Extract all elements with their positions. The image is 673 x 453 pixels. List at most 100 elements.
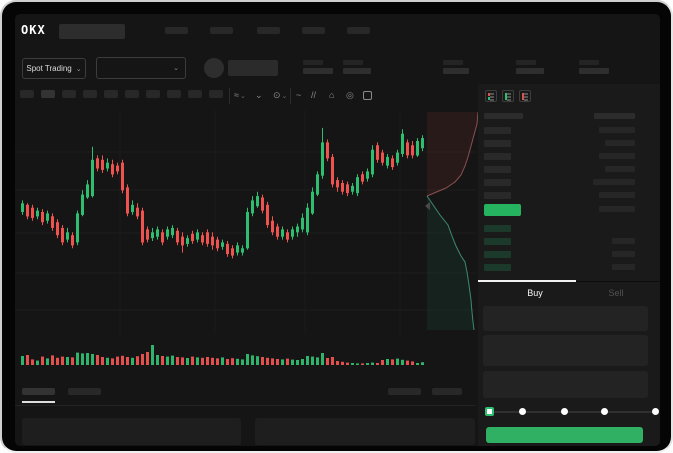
volume-bar: [31, 359, 34, 365]
candle-body: [336, 180, 339, 188]
candle-body: [241, 248, 244, 253]
dropdown-tool-icon[interactable]: ⌄: [255, 90, 263, 100]
candle-body: [201, 235, 204, 243]
bottom-tab-active[interactable]: [22, 388, 55, 395]
candle-body: [356, 177, 359, 194]
market-type-dropdown[interactable]: Spot Trading ⌄: [22, 58, 86, 79]
volume-bar: [216, 358, 219, 365]
circle-tool-icon[interactable]: ◎: [346, 90, 354, 100]
buy-submit-button[interactable]: [486, 427, 643, 443]
candle-body: [191, 233, 194, 242]
orderbook-combined-view-icon[interactable]: [485, 90, 497, 102]
amount-slider[interactable]: [488, 411, 658, 413]
timeframe-button[interactable]: [62, 90, 76, 98]
ask-row[interactable]: [478, 137, 660, 150]
candle-body: [171, 227, 174, 236]
ask-row[interactable]: [478, 150, 660, 163]
volume-bar: [101, 357, 104, 365]
candle-body: [281, 229, 284, 237]
candlestick-chart[interactable]: [15, 14, 660, 446]
volume-bar: [131, 357, 134, 365]
slider-stop[interactable]: [518, 408, 526, 415]
timeframe-button[interactable]: [167, 90, 181, 98]
nav-item-placeholder[interactable]: [165, 27, 188, 34]
indicator-tool-icon[interactable]: ≈⌄: [234, 90, 246, 100]
bottom-control-placeholder[interactable]: [388, 388, 421, 395]
candle-body: [416, 141, 419, 156]
timeframe-button[interactable]: [209, 90, 223, 98]
ask-row[interactable]: [478, 189, 660, 202]
ask-row[interactable]: [478, 124, 660, 137]
candle-body: [266, 204, 269, 226]
candle-body: [41, 212, 44, 223]
candle-body: [56, 222, 59, 236]
candle-body: [96, 158, 99, 169]
price-field[interactable]: [483, 306, 648, 331]
wave-tool-icon[interactable]: ~: [296, 90, 302, 100]
ask-row[interactable]: [478, 163, 660, 176]
volume-bar: [166, 356, 169, 365]
candle-body: [71, 235, 74, 246]
bid-row[interactable]: [478, 222, 660, 235]
volume-bar: [46, 358, 49, 365]
volume-bar: [246, 354, 249, 365]
volume-bar: [381, 360, 384, 365]
bottom-tab[interactable]: [68, 388, 101, 395]
timeframe-button[interactable]: [146, 90, 160, 98]
timeframe-button[interactable]: [125, 90, 139, 98]
expand-icon[interactable]: [363, 91, 372, 100]
nav-item-placeholder[interactable]: [302, 27, 325, 34]
search-input[interactable]: [59, 24, 125, 39]
candle-body: [271, 220, 274, 233]
nav-item-placeholder[interactable]: [210, 27, 233, 34]
candle-body: [61, 227, 64, 243]
magnet-tool-icon[interactable]: ⊙⌄: [273, 90, 288, 100]
tab-sell[interactable]: Sell: [608, 288, 624, 298]
bid-row[interactable]: [478, 235, 660, 248]
candle-body: [256, 196, 259, 207]
slider-stop[interactable]: [560, 408, 568, 415]
candle-body: [421, 138, 424, 149]
last-price-badge: [484, 204, 521, 216]
pair-selector-dropdown[interactable]: ⌄: [96, 57, 186, 79]
candle-body: [286, 232, 289, 240]
volume-bar: [276, 359, 279, 365]
slider-stop[interactable]: [651, 408, 659, 415]
volume-bar: [271, 358, 274, 365]
nav-item-placeholder[interactable]: [347, 27, 370, 34]
candle-body: [276, 226, 279, 237]
orderbook-bids-view-icon[interactable]: [502, 90, 514, 102]
candle-body: [301, 217, 304, 230]
candle-body: [376, 145, 379, 160]
ask-row[interactable]: [478, 176, 660, 189]
timeframe-button[interactable]: [104, 90, 118, 98]
orderbook-asks-view-icon[interactable]: [519, 90, 531, 102]
nav-item-placeholder[interactable]: [257, 27, 280, 34]
home-tool-icon[interactable]: ⌂: [329, 90, 335, 100]
candle-body: [351, 185, 354, 192]
order-history-table-placeholder: [255, 418, 475, 445]
slider-stop[interactable]: [600, 408, 608, 415]
volume-bar: [136, 356, 139, 365]
timeframe-button[interactable]: [41, 90, 55, 98]
volume-bar: [336, 361, 339, 365]
volume-bar: [236, 358, 239, 365]
bid-row[interactable]: [478, 261, 660, 274]
volume-bar: [266, 357, 269, 365]
depth-collapse-handle[interactable]: [425, 202, 430, 210]
bid-row[interactable]: [478, 248, 660, 261]
okx-logo[interactable]: OKX: [21, 23, 46, 37]
candle-body: [161, 232, 164, 243]
depth-ask-curve: [426, 111, 479, 197]
timeframe-button[interactable]: [20, 90, 34, 98]
ruler-tool-icon[interactable]: //: [311, 90, 317, 100]
tab-buy[interactable]: Buy: [527, 288, 543, 298]
amount-field[interactable]: [483, 335, 648, 366]
volume-bar: [391, 359, 394, 365]
bottom-control-placeholder[interactable]: [432, 388, 462, 395]
volume-bar: [371, 362, 374, 365]
total-field[interactable]: [483, 371, 648, 398]
timeframe-button[interactable]: [188, 90, 202, 98]
slider-handle[interactable]: [485, 407, 494, 416]
timeframe-button[interactable]: [83, 90, 97, 98]
